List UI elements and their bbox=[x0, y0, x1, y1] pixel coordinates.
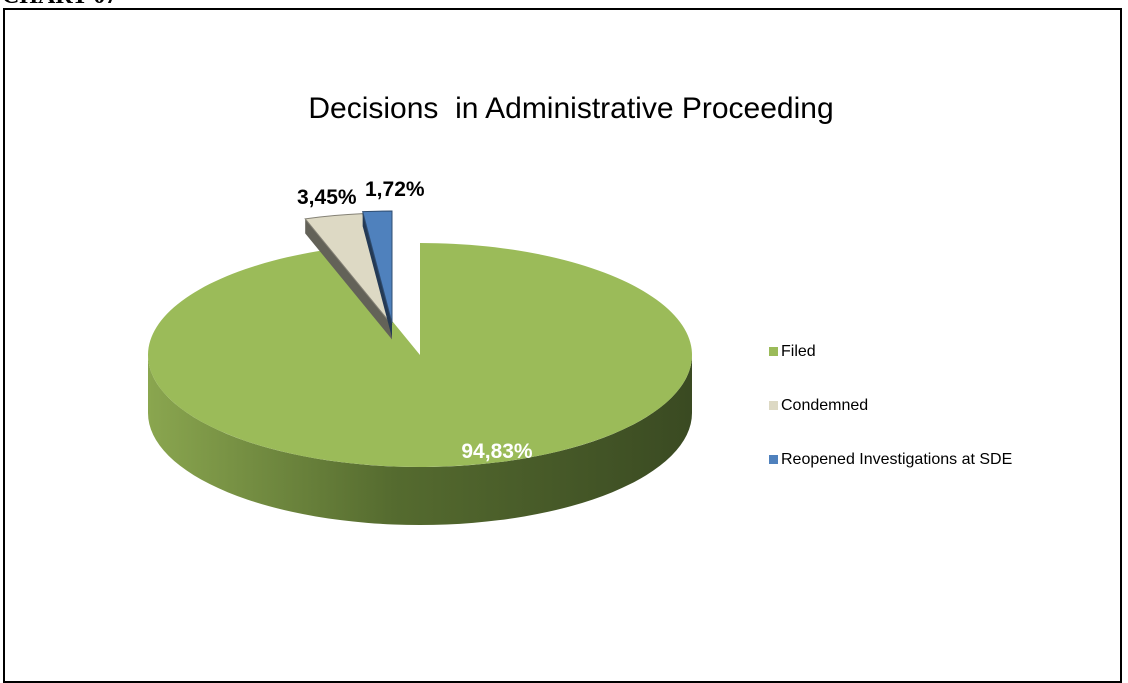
pie-group bbox=[147, 210, 692, 525]
pie-slice-filed bbox=[147, 243, 692, 467]
slice-label-condemned: 3,45% bbox=[297, 186, 357, 209]
legend: Filed Condemned Reopened Investigations at… bbox=[769, 343, 1012, 468]
pie-slice-side-condemned bbox=[305, 218, 392, 340]
legend-label-reopened-investigations-at-sde: Reopened Investigations at SDE bbox=[781, 451, 1012, 468]
pie-slice-reopened-investigations-at-sde bbox=[362, 210, 393, 324]
chart-title: Decisions in Administrative Proceeding bbox=[308, 92, 833, 125]
chart-frame: Decisions in Administrative Proceeding 9… bbox=[3, 8, 1122, 683]
pie-slice-condemned bbox=[304, 213, 393, 326]
legend-swatch-filed bbox=[769, 347, 778, 356]
legend-swatch-reopened-investigations-at-sde bbox=[769, 455, 778, 464]
legend-swatch-condemned bbox=[769, 401, 778, 410]
pie-chart: Decisions in Administrative Proceeding 9… bbox=[147, 92, 1012, 525]
legend-label-filed: Filed bbox=[781, 343, 816, 360]
pie-slice-side-filed bbox=[148, 355, 692, 525]
slice-labels: 94,83% 3,45% 1,72% bbox=[297, 178, 533, 463]
pie-slice-side-reopened-investigations-at-sde bbox=[362, 211, 392, 338]
slice-label-reopened-investigations-at-sde: 1,72% bbox=[365, 178, 425, 201]
slice-label-filed: 94,83% bbox=[461, 440, 533, 463]
legend-label-condemned: Condemned bbox=[781, 397, 868, 414]
chart-number-heading: CHART 07 bbox=[2, 0, 117, 8]
